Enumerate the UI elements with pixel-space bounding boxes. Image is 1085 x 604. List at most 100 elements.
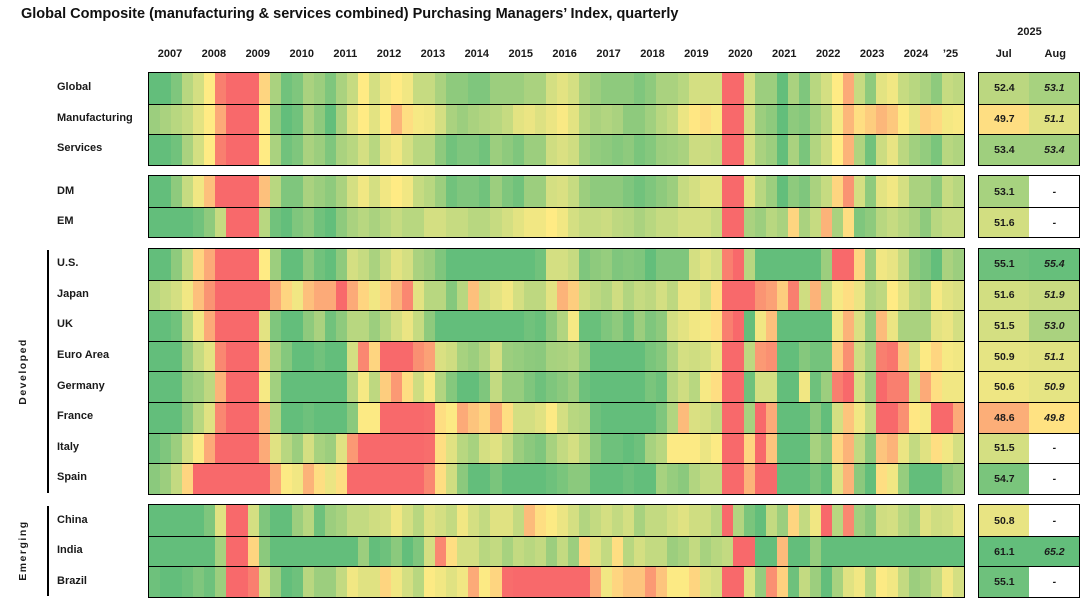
heatmap-cell — [666, 311, 678, 341]
heatmap-cell — [457, 341, 469, 372]
heatmap-cell — [732, 536, 744, 567]
heatmap-cell — [876, 311, 888, 341]
heatmap-cell — [754, 207, 766, 238]
heatmap-cell — [721, 73, 733, 104]
heatmap-cell — [281, 536, 293, 567]
row-label-japan: Japan — [57, 287, 89, 300]
heatmap-cell — [336, 505, 348, 536]
heatmap-cell — [413, 402, 425, 433]
heatmap-cell — [754, 402, 766, 433]
heatmap-cell — [820, 505, 832, 536]
heatmap-cell — [710, 104, 722, 135]
heatmap-cell — [854, 104, 866, 135]
heatmap-cell — [347, 311, 359, 341]
heatmap-cell — [270, 464, 282, 494]
heatmap-cell — [787, 536, 799, 567]
heatmap-cell — [424, 280, 436, 311]
jul-value-cell: 48.6 — [979, 402, 1030, 433]
heatmap-cell — [347, 104, 359, 135]
heatmap-cell — [721, 567, 733, 597]
row-label-uk: UK — [57, 318, 73, 331]
heatmap-cell — [248, 341, 260, 372]
heatmap-cell — [325, 176, 337, 207]
heatmap-cell — [820, 341, 832, 372]
heatmap-cell — [248, 311, 260, 341]
heatmap-cell — [534, 567, 546, 597]
heatmap-cell — [776, 372, 788, 402]
heatmap-cell — [633, 505, 645, 536]
heatmap-cell — [765, 505, 777, 536]
heatmap-cell — [204, 207, 216, 238]
heatmap-cell — [600, 104, 612, 135]
heatmap-cell — [644, 536, 656, 567]
heatmap-cell — [193, 536, 205, 567]
heatmap-cell — [435, 207, 447, 238]
heatmap-cell — [413, 73, 425, 104]
heatmap-cell — [336, 311, 348, 341]
heatmap-cell — [887, 505, 899, 536]
heatmap-cell — [358, 104, 370, 135]
heatmap-cell — [611, 73, 623, 104]
group-block-developed: Developed U.S. Japan UK Euro Area Germany Fran… — [0, 247, 1085, 495]
heatmap-cell — [160, 104, 172, 135]
heatmap-cell — [898, 248, 910, 280]
heatmap-cell — [149, 341, 161, 372]
heatmap-cell — [556, 311, 568, 341]
heatmap-cell — [567, 567, 579, 597]
heatmap-cell — [589, 372, 601, 402]
heatmap-cell — [776, 248, 788, 280]
heatmap-cell — [259, 464, 271, 494]
heatmap-cell — [468, 104, 480, 135]
heatmap-cell — [578, 402, 590, 433]
heatmap-cell — [424, 402, 436, 433]
heatmap-cell — [666, 73, 678, 104]
heatmap-cell — [457, 433, 469, 464]
heatmap-cell — [776, 536, 788, 567]
heatmap-cell — [468, 505, 480, 536]
heatmap-cell — [876, 104, 888, 135]
heatmap-cell — [820, 464, 832, 494]
heatmap-cell — [523, 402, 535, 433]
heatmap-cell — [534, 341, 546, 372]
heatmap-cell — [270, 372, 282, 402]
heatmap-cell — [666, 341, 678, 372]
heatmap-cell — [865, 176, 877, 207]
heatmap-cell — [567, 73, 579, 104]
heatmap-cell — [666, 104, 678, 135]
heatmap-cell — [776, 433, 788, 464]
heatmap-cell — [325, 207, 337, 238]
heatmap-cell — [479, 248, 491, 280]
heatmap-cell — [831, 311, 843, 341]
heatmap-cell — [798, 207, 810, 238]
heatmap-cell — [920, 464, 932, 494]
heatmap-cell — [842, 505, 854, 536]
heatmap-cell — [446, 402, 458, 433]
heatmap-cell — [721, 311, 733, 341]
heatmap-cell — [391, 176, 403, 207]
heatmap-cell — [468, 248, 480, 280]
heatmap-cell — [622, 505, 634, 536]
heatmap-cell — [920, 433, 932, 464]
heatmap-cell — [468, 536, 480, 567]
heatmap-cell — [787, 311, 799, 341]
heatmap-cell — [402, 135, 414, 165]
heatmap-cell — [292, 176, 304, 207]
heatmap-cell — [909, 567, 921, 597]
heatmap-cell — [490, 280, 502, 311]
heatmap-cell — [854, 402, 866, 433]
heatmap-cell — [787, 402, 799, 433]
heatmap-cell — [479, 505, 491, 536]
heatmap-cell — [512, 402, 524, 433]
heatmap-cell — [567, 104, 579, 135]
heatmap-cell — [391, 567, 403, 597]
heatmap-cell — [402, 372, 414, 402]
heatmap-cell — [501, 567, 513, 597]
heatmap-cell — [259, 567, 271, 597]
heatmap-cell — [677, 433, 689, 464]
heatmap-cell — [237, 372, 249, 402]
heatmap-cell — [501, 402, 513, 433]
heatmap-cell — [754, 280, 766, 311]
heatmap-cell — [226, 341, 238, 372]
heatmap-cell — [633, 402, 645, 433]
aug-value-cell: 51.1 — [1029, 104, 1080, 135]
